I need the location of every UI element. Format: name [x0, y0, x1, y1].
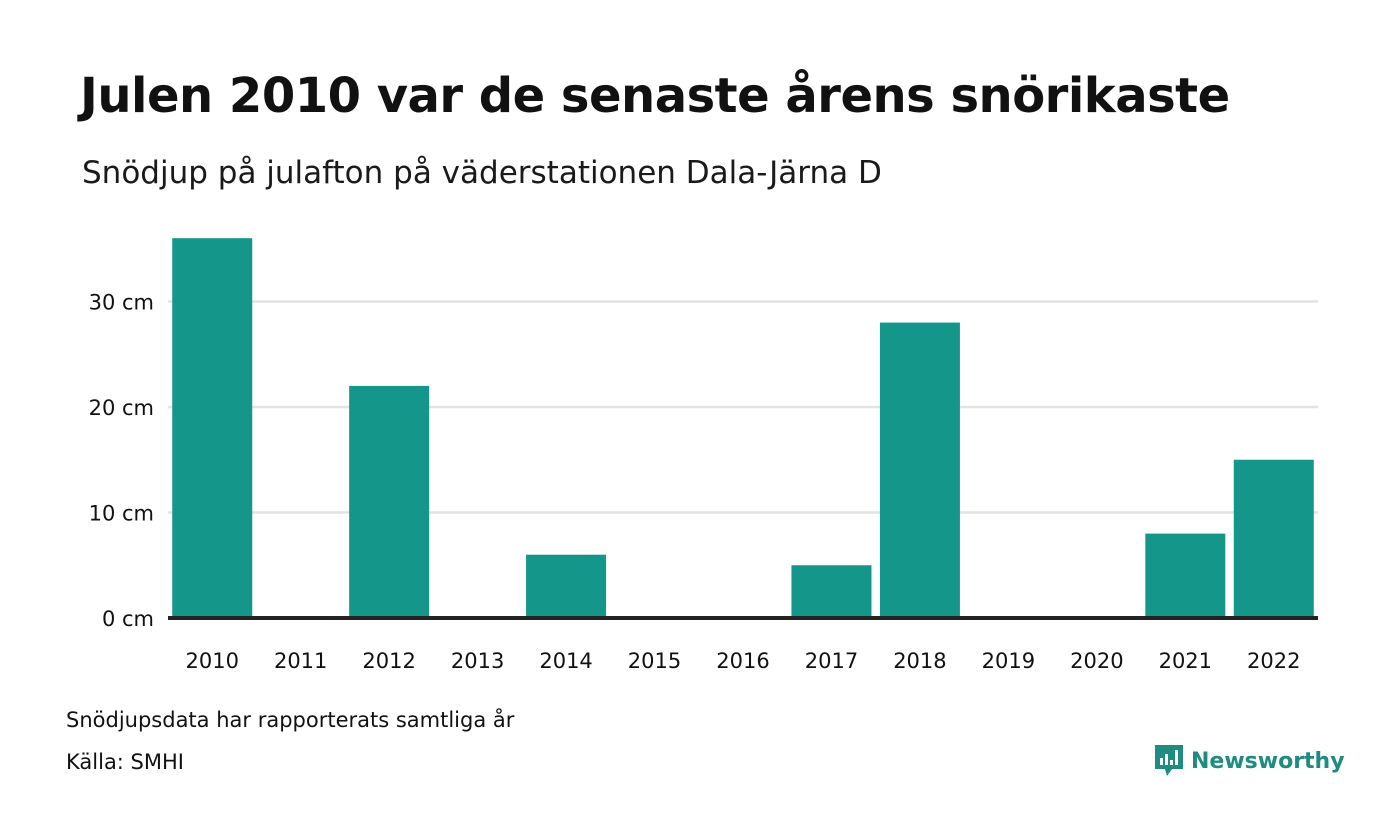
gridlines	[168, 300, 1318, 514]
bar-2012	[349, 385, 430, 618]
x-tick-label: 2018	[893, 649, 946, 673]
source-credit: Källa: SMHI	[66, 750, 184, 774]
x-tick-label: 2010	[186, 649, 239, 673]
x-tick-label: 2013	[451, 649, 504, 673]
x-tick-label: 2021	[1159, 649, 1212, 673]
brand-name: Newsworthy	[1191, 748, 1345, 774]
x-tick-label: 2020	[1070, 649, 1123, 673]
x-tick-label: 2011	[274, 649, 327, 673]
bar-2021	[1145, 533, 1226, 618]
x-tick-label: 2014	[539, 649, 592, 673]
x-tick-label: 2019	[982, 649, 1035, 673]
chart-subtitle: Snödjup på julafton på väderstationen Da…	[82, 155, 882, 191]
axes: 0 cm 10 cm 20 cm 30 cm 2010 2011 2012 2013 2014 2…	[89, 291, 1318, 673]
chart-title: Julen 2010 var de senaste årens snörikas…	[80, 68, 1230, 124]
brand-logo: Newsworthy	[1155, 745, 1345, 777]
x-tick-label: 2017	[805, 649, 858, 673]
x-tick-label: 2016	[716, 649, 769, 673]
newsworthy-logo-icon	[1155, 745, 1183, 776]
snow-depth-bar-chart: 0 cm 10 cm 20 cm 30 cm 2010 2011 2012 2013 2014 2…	[89, 238, 1318, 673]
bar-2022	[1233, 459, 1314, 618]
bars	[172, 238, 1314, 618]
bar-2014	[526, 554, 607, 618]
y-tick-label: 10 cm	[89, 502, 154, 526]
bar-2010	[172, 238, 253, 618]
y-tick-label: 20 cm	[89, 396, 154, 420]
bar-2018	[879, 322, 960, 618]
y-tick-label: 0 cm	[102, 607, 154, 631]
x-tick-label: 2015	[628, 649, 681, 673]
y-tick-label: 30 cm	[89, 291, 154, 315]
bar-2017	[791, 565, 872, 618]
x-tick-label: 2022	[1247, 649, 1300, 673]
x-tick-label: 2012	[362, 649, 415, 673]
footnote: Snödjupsdata har rapporterats samtliga å…	[66, 708, 515, 732]
